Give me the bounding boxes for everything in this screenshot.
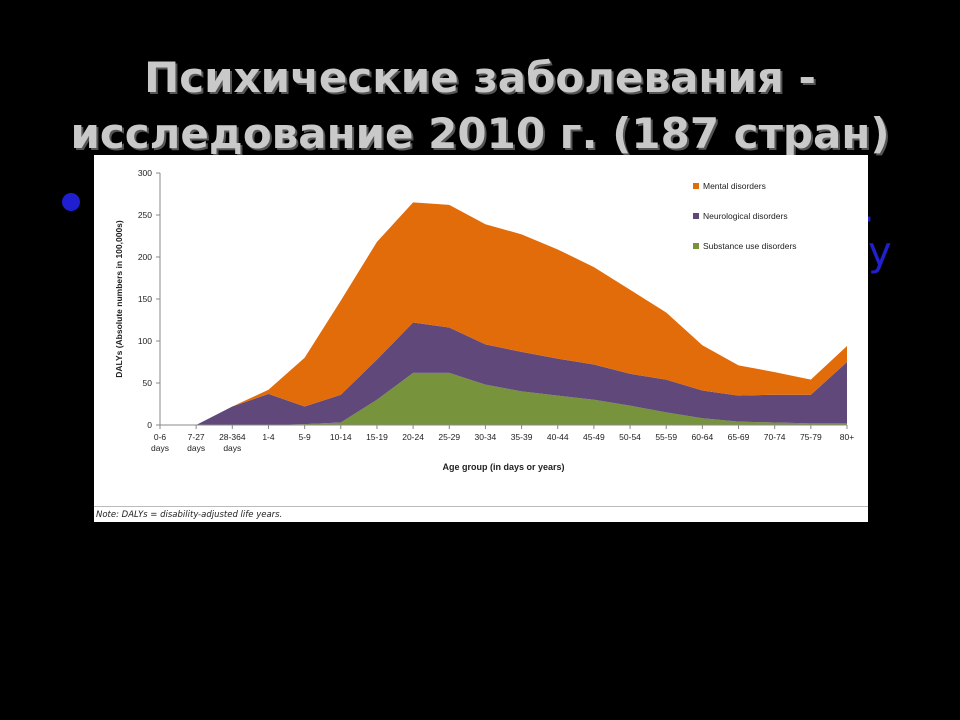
slide-title: Психические заболевания - исследование 2…	[0, 50, 960, 162]
legend-label: Substance use disorders	[703, 241, 797, 251]
y-tick-label: 150	[138, 294, 152, 304]
area-series-neurological-disorders	[160, 322, 847, 425]
y-tick-label: 100	[138, 336, 152, 346]
chart-note: Note: DALYs = disability-adjusted life y…	[96, 510, 283, 520]
bullet-dot-icon	[62, 193, 80, 211]
legend-swatch	[693, 213, 699, 219]
x-tick-label: 7-27	[188, 432, 205, 442]
legend-label: Mental disorders	[703, 181, 766, 191]
legend-label: Neurological disorders	[703, 211, 788, 221]
bullet-text-fragment-2: у	[868, 229, 892, 275]
x-tick-label: 28-364	[219, 432, 246, 442]
x-axis-label: Age group (in days or years)	[442, 462, 564, 472]
x-tick-label: 30-34	[475, 432, 497, 442]
title-line-1: Психические заболевания -	[144, 53, 816, 102]
x-tick-label: 75-79	[800, 432, 822, 442]
legend-swatch	[693, 183, 699, 189]
chart-image: 0 50 100 150 200 250 300 0-6 days 7-27 days 28-364 d…	[94, 155, 868, 522]
x-tick-label: 45-49	[583, 432, 605, 442]
x-tick-label: 0-6	[154, 432, 167, 442]
x-tick-label: 10-14	[330, 432, 352, 442]
title-line-2: исследование 2010 г. (187 стран)	[70, 109, 890, 158]
x-tick-label: days	[151, 443, 169, 453]
x-tick-label: 50-54	[619, 432, 641, 442]
note-divider	[94, 506, 868, 507]
x-tick-label: 25-29	[438, 432, 460, 442]
y-tick-label: 200	[138, 252, 152, 262]
x-tick-label: 5-9	[298, 432, 311, 442]
y-tick-label: 300	[138, 168, 152, 178]
x-tick-label: days	[187, 443, 205, 453]
x-tick-label: 1-4	[262, 432, 275, 442]
y-tick-label: 0	[147, 420, 152, 430]
x-tick-label: 15-19	[366, 432, 388, 442]
x-tick-label: 20-24	[402, 432, 424, 442]
x-tick-label: 40-44	[547, 432, 569, 442]
x-tick-label: 55-59	[655, 432, 677, 442]
legend-swatch	[693, 243, 699, 249]
area-series-substance-use-disorders	[160, 372, 847, 425]
x-tick-label: 65-69	[728, 432, 750, 442]
x-tick-label: 35-39	[511, 432, 533, 442]
y-axis-label: DALYs (Absolute numbers in 100,000s)	[114, 220, 124, 378]
stacked-area-chart: 0501001502002503000-6days7-27days28-364d…	[114, 168, 854, 472]
area-series-mental-disorders	[160, 202, 847, 425]
x-tick-label: days	[223, 443, 241, 453]
y-tick-label: 50	[143, 378, 153, 388]
x-tick-label: 60-64	[691, 432, 713, 442]
x-tick-label: 70-74	[764, 432, 786, 442]
y-tick-label: 250	[138, 210, 152, 220]
x-tick-label: 80+	[840, 432, 854, 442]
